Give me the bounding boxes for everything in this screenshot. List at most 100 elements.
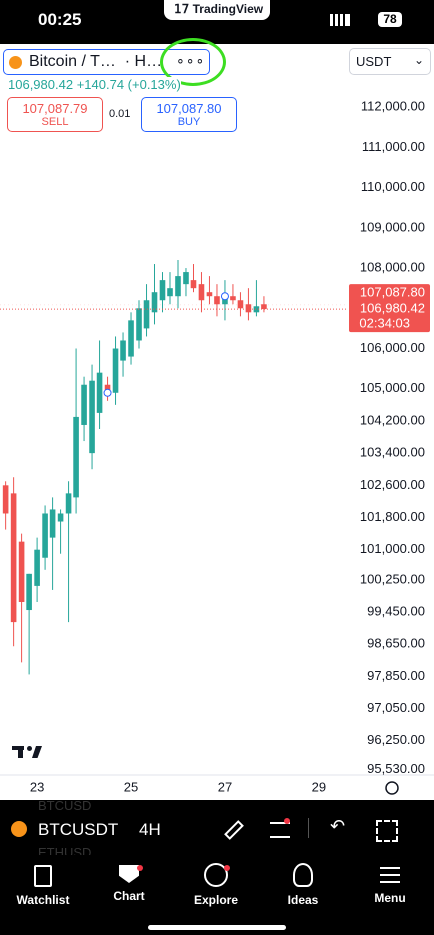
x-tick-label: 29: [312, 779, 326, 794]
candle-body: [112, 348, 119, 393]
candle-body: [190, 280, 197, 289]
buy-label: BUY: [177, 116, 201, 128]
bitcoin-icon: [9, 56, 22, 69]
y-tick-label: 106,000.00: [360, 340, 425, 355]
candle-body: [2, 485, 9, 514]
candle-body: [183, 272, 189, 285]
quote-line: 106,980.42 +140.74 (+0.13%): [8, 77, 181, 92]
y-tick-label: 99,450.00: [367, 603, 425, 618]
fullscreen-icon[interactable]: [376, 820, 398, 842]
y-tick-label: 98,650.00: [367, 636, 425, 651]
ask-label: 107,087.80: [360, 285, 425, 300]
currency: USDT: [356, 54, 392, 69]
y-tick-label: 100,250.00: [360, 571, 425, 586]
ghost-symbol: BTCUSD: [38, 798, 92, 813]
candle-body: [214, 296, 220, 305]
candle-body: [34, 549, 40, 586]
time: 00:25: [38, 10, 82, 29]
candle-body: [167, 288, 173, 297]
last-price-label: 106,980.42: [360, 301, 425, 316]
y-tick-label: 111,000.00: [362, 139, 425, 154]
candle-body: [128, 320, 134, 357]
y-tick-label: 112,000.00: [361, 99, 425, 114]
tab-label: Ideas: [287, 893, 319, 907]
candle-body: [230, 296, 236, 301]
draw-icon[interactable]: [224, 820, 244, 840]
app-name: 𝟣𝟩 TradingView: [174, 2, 264, 16]
candle-body: [42, 513, 48, 558]
tab-label: Watchlist: [16, 893, 70, 907]
signal-icon: [330, 14, 350, 26]
status-bar: 00:25 𝟣𝟩 TradingView 78: [0, 0, 434, 44]
price-label-box: [349, 284, 430, 333]
home-indicator: [148, 925, 286, 930]
tab-ideas[interactable]: Ideas: [260, 857, 346, 907]
candle-body: [96, 372, 103, 413]
tab-chart[interactable]: Chart: [86, 857, 172, 903]
bitcoin-icon: [11, 821, 27, 837]
candle-body: [151, 292, 158, 313]
candle-body: [222, 296, 228, 305]
undo-icon[interactable]: ↶: [330, 816, 346, 836]
currency-selector[interactable]: USDT ⌄: [349, 48, 431, 75]
y-tick-label: 103,400.00: [360, 445, 425, 460]
candle-body: [10, 493, 17, 623]
candle-body: [18, 541, 25, 602]
toolbar-symbol[interactable]: BTCUSDT: [38, 820, 119, 839]
tab-label: Explore: [193, 893, 238, 907]
candle-body: [49, 509, 56, 538]
toolbar: BTCUSD ETHUSD BTCUSDT 4H ↶: [0, 798, 434, 860]
tab-explore[interactable]: Explore: [173, 857, 259, 907]
candle-body: [175, 276, 181, 297]
app-pill: 𝟣𝟩 TradingView: [164, 0, 270, 20]
y-tick-label: 95,530.00: [367, 761, 425, 776]
y-tick-label: 105,000.00: [360, 380, 425, 395]
x-tick-label: 25: [124, 779, 138, 794]
spread: 0.01: [109, 108, 131, 120]
candle-body: [81, 384, 87, 425]
tab-label: Chart: [113, 889, 145, 903]
candle-body: [136, 308, 142, 341]
sell-price: 107,087.79: [22, 101, 88, 116]
buy-button[interactable]: 107,087.80 BUY: [141, 97, 237, 132]
change: +140.74 (+0.13%): [76, 77, 181, 92]
app-label: TradingView: [192, 2, 264, 16]
tab-menu[interactable]: Menu: [347, 857, 433, 905]
y-tick-label: 96,250.00: [367, 732, 425, 747]
x-tick-label: 23: [30, 779, 44, 794]
y-tick-label: 101,000.00: [360, 541, 425, 556]
candle-body: [198, 284, 205, 301]
y-tick-label: 102,600.00: [360, 477, 425, 492]
indicators-icon[interactable]: [270, 822, 290, 838]
candle-body: [253, 306, 260, 313]
candle-body: [237, 300, 244, 309]
toolbar-interval[interactable]: 4H: [139, 820, 161, 839]
settings-icon: [385, 781, 399, 795]
battery: 78: [378, 12, 402, 27]
candle-body: [73, 416, 79, 498]
buy-price: 107,087.80: [156, 101, 222, 116]
y-tick-label: 97,850.00: [367, 668, 425, 683]
candle-body: [120, 340, 126, 361]
event-marker: [220, 292, 229, 301]
badge: [284, 818, 290, 824]
candle-body: [104, 384, 111, 393]
badge: [137, 865, 143, 871]
candle-body: [26, 573, 32, 611]
candle-body: [65, 493, 72, 514]
sell-button[interactable]: 107,087.79 SELL: [7, 97, 103, 132]
candle-body: [89, 380, 95, 454]
y-tick-label: 104,200.00: [360, 412, 425, 427]
y-tick-label: 97,050.00: [367, 700, 425, 715]
x-tick-label: 27: [218, 779, 232, 794]
y-tick-label: 101,800.00: [360, 509, 425, 524]
tab-watchlist[interactable]: Watchlist: [0, 857, 86, 907]
sell-label: SELL: [41, 116, 69, 128]
y-tick-label: 110,000.00: [361, 179, 425, 194]
event-marker: [103, 388, 112, 397]
candle-body: [143, 300, 150, 329]
divider: [308, 818, 309, 838]
badge: [224, 865, 230, 871]
